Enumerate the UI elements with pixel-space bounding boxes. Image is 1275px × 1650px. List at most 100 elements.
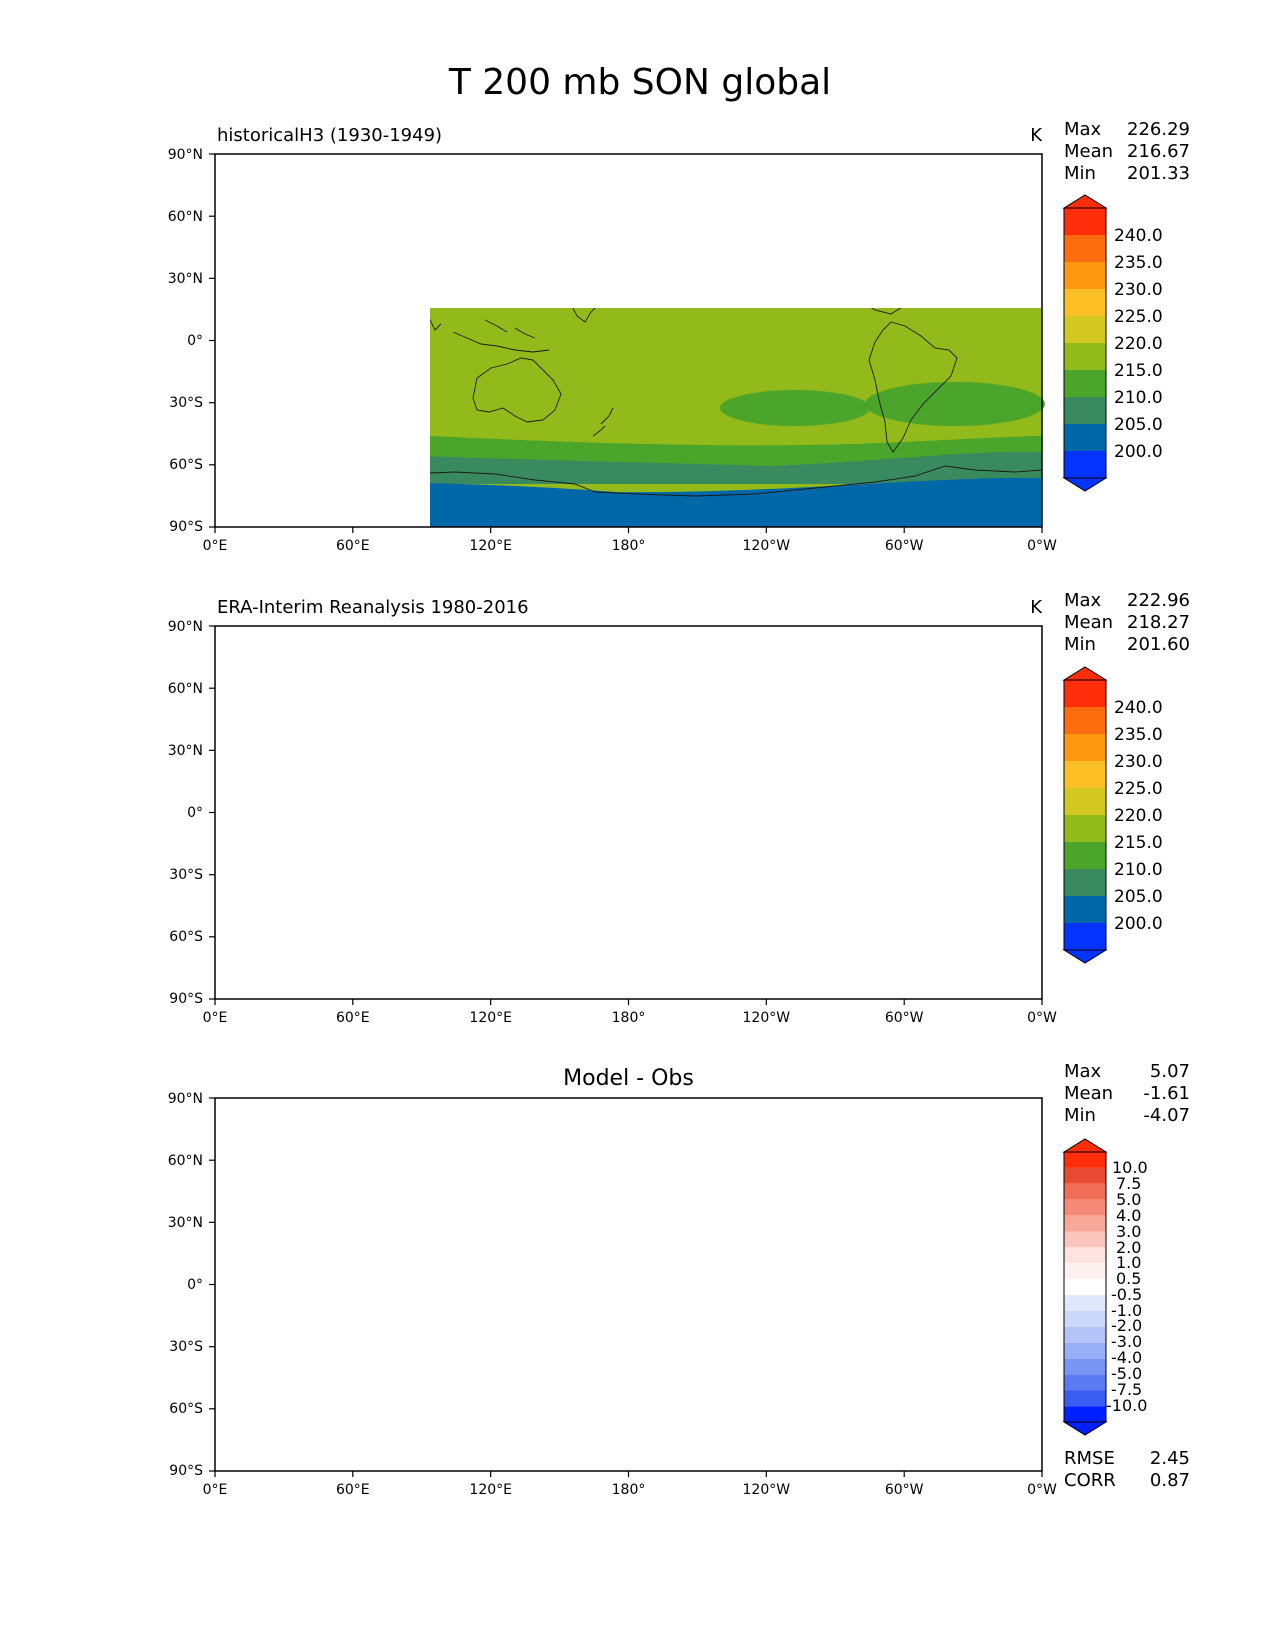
lon-tick: 0°W <box>1027 538 1057 554</box>
colorbar-swatch <box>1064 1326 1106 1343</box>
stat-mean-label: Mean <box>1064 1083 1113 1104</box>
colorbar-tick: 230.0 <box>1114 752 1163 772</box>
corr-value: 0.87 <box>1150 1470 1190 1491</box>
lon-tick: 180° <box>612 538 646 554</box>
lon-tick: 120°E <box>469 1010 512 1026</box>
colorbar-max-extension <box>1062 1138 1108 1153</box>
map-frame <box>214 625 1043 1000</box>
panel-subtitle: ERA-Interim Reanalysis 1980-2016 <box>217 597 529 618</box>
colorbar-tick: 200.0 <box>1114 914 1163 934</box>
lat-tick: 90°N <box>168 147 203 163</box>
lon-tick: 0°E <box>203 1010 228 1026</box>
colorbar-tick: 0.5 <box>1116 1269 1141 1288</box>
colorbar-swatch <box>1064 370 1106 397</box>
stat-mean-label: Mean <box>1064 612 1113 633</box>
colorbar: 10.0 7.5 5.0 4.0 3.0 2.0 1.0 0.5 -0.5 -1… <box>1062 1138 1148 1436</box>
colorbar-swatch <box>1064 1342 1106 1359</box>
colorbar-tick: 220.0 <box>1114 334 1163 354</box>
stat-min-label: Min <box>1064 163 1096 184</box>
panel-model: historicalH3 (1930-1949) K 90°N <box>168 119 1190 554</box>
colorbar-swatch <box>1064 262 1106 289</box>
colorbar-tick: 3.0 <box>1116 1222 1141 1241</box>
lat-tick: 60°N <box>168 1153 203 1169</box>
colorbar-swatch <box>1064 397 1106 424</box>
lon-tick: 60°E <box>336 1010 370 1026</box>
lat-tick: 30°S <box>169 867 203 883</box>
map-frame <box>214 1097 1043 1472</box>
stat-max: 222.96 <box>1127 590 1190 611</box>
colorbar-swatch <box>1064 788 1106 815</box>
panel-difference: Model - Obs <box>168 1061 1190 1498</box>
colorbar-swatch <box>1064 289 1106 316</box>
colorbar-tick: -1.0 <box>1111 1301 1142 1320</box>
lon-tick: 120°E <box>469 1482 512 1498</box>
lat-tick: 30°S <box>169 395 203 411</box>
stat-min: -4.07 <box>1143 1105 1190 1126</box>
colorbar-tick: 240.0 <box>1114 226 1163 246</box>
lat-tick: 60°S <box>169 457 203 473</box>
lon-tick: 120°W <box>743 1010 791 1026</box>
colorbar-tick: 2.0 <box>1116 1238 1141 1257</box>
contour-field <box>430 308 1045 527</box>
colorbar-swatch <box>1064 451 1106 478</box>
lat-tick: 30°N <box>168 271 203 287</box>
colorbar-tick: 235.0 <box>1114 725 1163 745</box>
metrics-box: RMSE 2.45 CORR 0.87 <box>1064 1448 1190 1491</box>
colorbar-tick: 200.0 <box>1114 442 1163 462</box>
colorbar-tick: -10.0 <box>1106 1396 1147 1415</box>
stats-box: Max 222.96 Mean 218.27 Min 201.60 <box>1064 590 1190 655</box>
colorbar-swatch <box>1064 235 1106 262</box>
rmse-label: RMSE <box>1064 1448 1115 1469</box>
stat-max-label: Max <box>1064 119 1102 140</box>
colorbar-tick: -4.0 <box>1111 1348 1142 1367</box>
lon-tick: 60°W <box>885 1010 924 1026</box>
colorbar-tick: 210.0 <box>1114 860 1163 880</box>
stats-box: Max 5.07 Mean -1.61 Min -4.07 <box>1064 1061 1190 1126</box>
colorbar-swatch <box>1064 1279 1106 1296</box>
colorbar-swatch <box>1064 1247 1106 1264</box>
lat-tick: 30°N <box>168 743 203 759</box>
corr-label: CORR <box>1064 1470 1116 1491</box>
lat-tick: 90°S <box>169 519 203 535</box>
lat-tick: 90°N <box>168 619 203 635</box>
colorbar-swatch <box>1064 1358 1106 1375</box>
colorbar-tick: 1.0 <box>1116 1253 1141 1272</box>
lon-tick: 60°E <box>336 1482 370 1498</box>
colorbar-tick: -3.0 <box>1111 1332 1142 1351</box>
colorbar-tick: 225.0 <box>1114 779 1163 799</box>
lon-tick: 0°W <box>1027 1010 1057 1026</box>
colorbar-tick: 215.0 <box>1114 361 1163 381</box>
colorbar-tick: -5.0 <box>1111 1364 1142 1383</box>
lon-tick: 60°E <box>336 538 370 554</box>
colorbar-swatch <box>1064 1374 1106 1391</box>
lat-tick: 60°N <box>168 681 203 697</box>
contour-field <box>215 626 1042 999</box>
colorbar-swatch <box>1064 1406 1106 1422</box>
colorbar-tick: -2.0 <box>1111 1316 1142 1335</box>
colorbar-swatch <box>1064 424 1106 451</box>
colorbar-tick: 205.0 <box>1114 887 1163 907</box>
colorbar-max-extension <box>1062 194 1108 209</box>
colorbar-swatch <box>1064 815 1106 842</box>
panel-title: Model - Obs <box>563 1066 694 1091</box>
lon-tick: 60°W <box>885 1482 924 1498</box>
colorbar-swatch <box>1064 680 1106 707</box>
lon-tick: 0°W <box>1027 1482 1057 1498</box>
lon-tick: 180° <box>612 1010 646 1026</box>
lat-tick: 90°N <box>168 1091 203 1107</box>
lat-tick: 60°S <box>169 1401 203 1417</box>
colorbar-swatch <box>1064 1311 1106 1327</box>
colorbar-swatch <box>1064 1199 1106 1216</box>
colorbar-tick: -0.5 <box>1111 1285 1142 1304</box>
lon-tick: 60°W <box>885 538 924 554</box>
colorbar-swatch <box>1064 896 1106 923</box>
stats-box: Max 226.29 Mean 216.67 Min 201.33 <box>1064 119 1190 184</box>
colorbar-swatch <box>1064 1231 1106 1248</box>
stat-max-label: Max <box>1064 590 1102 611</box>
lat-tick: 90°S <box>169 1463 203 1479</box>
colorbar-tick: 205.0 <box>1114 415 1163 435</box>
units-label: K <box>1030 125 1043 146</box>
lon-tick: 0°E <box>203 1482 228 1498</box>
stat-min-label: Min <box>1064 1105 1096 1126</box>
